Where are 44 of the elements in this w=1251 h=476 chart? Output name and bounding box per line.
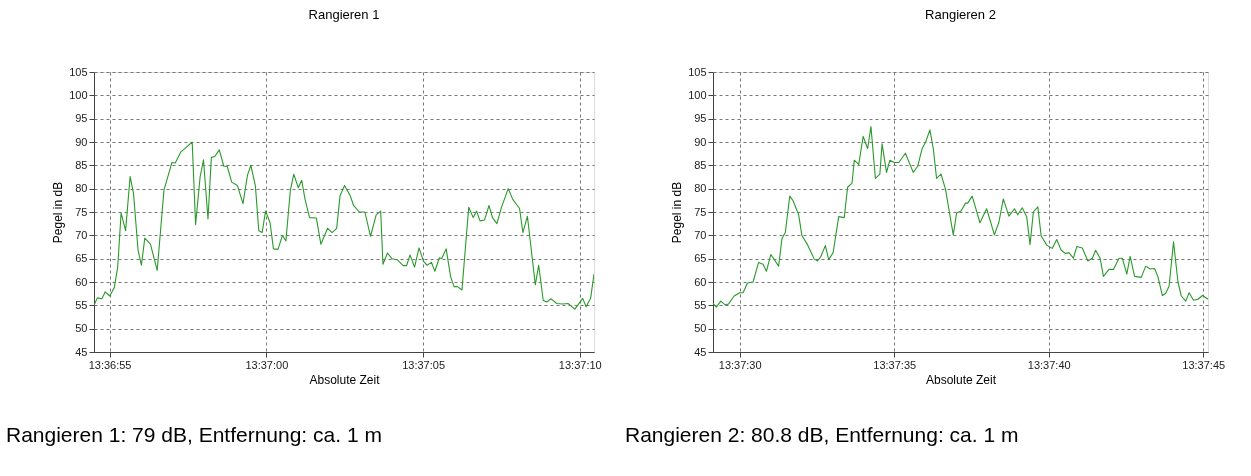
y-tick-label: 65 <box>75 252 88 265</box>
x-axis-title: Absolute Zeit <box>309 372 381 387</box>
y-tick-label: 70 <box>694 228 707 241</box>
x-tick-label: 13:37:30 <box>718 358 762 371</box>
y-tick-label: 95 <box>694 112 707 125</box>
y-tick-label: 85 <box>694 158 707 171</box>
chart-title: Rangieren 1 <box>308 7 380 22</box>
line-series <box>713 126 1208 308</box>
x-axis-title: Absolute Zeit <box>925 372 997 387</box>
x-tick-label: 13:37:45 <box>1182 358 1226 371</box>
y-tick-label: 50 <box>694 322 707 335</box>
y-tick-label: 75 <box>75 205 88 218</box>
y-tick-label: 85 <box>75 158 88 171</box>
y-tick-label: 60 <box>75 275 88 288</box>
y-tick-label: 65 <box>694 252 707 265</box>
chart-title: Rangieren 2 <box>925 7 996 22</box>
text: Rangieren 2: 80.8 dB, Entfernung: ca. 1 m <box>625 423 1019 446</box>
x-tick-label: 13:37:05 <box>402 358 446 371</box>
x-tick-label: 13:37:10 <box>558 358 602 371</box>
y-axis-title: Pegel in dB <box>51 181 66 244</box>
y-tick-label: 90 <box>75 135 88 148</box>
y-axis-title: Pegel in dB <box>670 181 685 244</box>
y-tick-label: 100 <box>688 88 707 101</box>
y-tick-label: 60 <box>694 275 707 288</box>
y-tick-label: 55 <box>75 298 88 311</box>
y-tick-label: 105 <box>69 65 88 78</box>
line-series <box>94 141 594 310</box>
x-tick-label: 13:37:35 <box>873 358 917 371</box>
x-tick-label: 13:37:00 <box>245 358 289 371</box>
x-tick-label: 13:37:40 <box>1027 358 1071 371</box>
y-tick-label: 105 <box>688 65 707 78</box>
y-tick-label: 80 <box>75 182 88 195</box>
y-tick-label: 100 <box>69 88 88 101</box>
y-tick-label: 90 <box>694 135 707 148</box>
y-tick-label: 75 <box>694 205 707 218</box>
y-tick-label: 50 <box>75 322 88 335</box>
y-tick-label: 80 <box>694 182 707 195</box>
y-tick-label: 45 <box>75 345 88 358</box>
y-tick-label: 95 <box>75 112 88 125</box>
y-tick-label: 70 <box>75 228 88 241</box>
y-tick-label: 45 <box>694 345 707 358</box>
text: Rangieren 1: 79 dB, Entfernung: ca. 1 m <box>6 423 382 446</box>
y-tick-label: 55 <box>694 298 707 311</box>
x-tick-label: 13:36:55 <box>88 358 132 371</box>
